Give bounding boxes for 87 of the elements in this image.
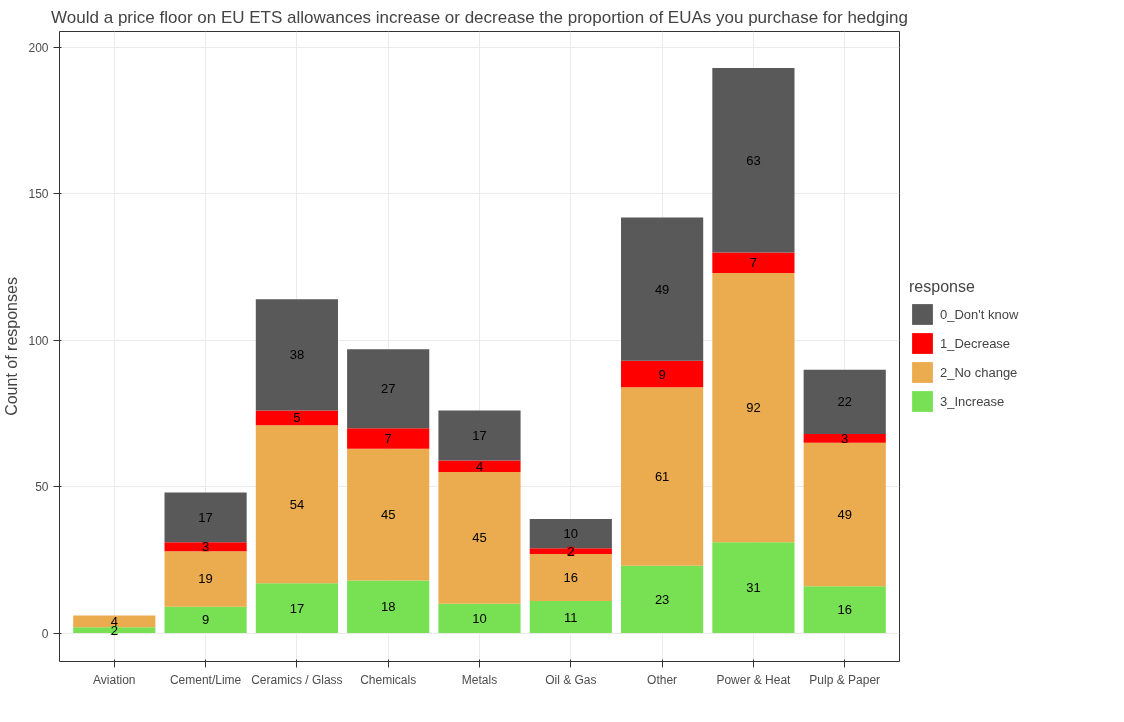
y-tick-label: 50 [35, 480, 49, 495]
legend-label: 0_Don't know [940, 306, 1019, 322]
bar [712, 68, 795, 253]
data-label: 5 [293, 410, 301, 426]
x-tick-label: Pulp & Paper [809, 672, 881, 687]
bar [529, 548, 612, 555]
legend-label: 3_Increase [940, 393, 1005, 409]
x-tick-label: Aviation [93, 672, 136, 687]
x-tick-label: Oil & Gas [545, 672, 597, 687]
bar [803, 369, 886, 435]
data-label: 31 [746, 580, 761, 596]
bar [803, 586, 886, 634]
bar [347, 428, 430, 449]
bar [164, 551, 247, 607]
data-label: 16 [837, 602, 852, 618]
bar [164, 606, 247, 634]
legend-label: 2_No change [940, 364, 1018, 380]
bar [255, 425, 338, 584]
bar [438, 410, 521, 461]
legend-title: response [909, 278, 976, 296]
bar [712, 542, 795, 634]
bar [438, 472, 521, 604]
bar [347, 349, 430, 429]
bar [73, 627, 156, 634]
bar [712, 273, 795, 543]
y-tick-label: 0 [41, 626, 49, 641]
data-label: 17 [289, 600, 305, 616]
bar [255, 410, 338, 426]
bar [347, 580, 430, 634]
data-label: 23 [654, 591, 670, 607]
data-label: 3 [201, 539, 210, 555]
data-label: 2 [567, 543, 575, 559]
x-tick-label: Metals [461, 672, 498, 687]
x-tick-label: Other [647, 672, 678, 687]
bar [621, 360, 704, 388]
bar [255, 299, 338, 411]
bar [621, 217, 704, 361]
data-label: 18 [380, 599, 396, 615]
bar [347, 448, 430, 581]
chart-title: Would a price floor on EU ETS allowances increase or decrease the proportion of EUAs you purchase for hedging [51, 7, 908, 27]
data-label: 38 [289, 347, 305, 363]
data-label: 45 [380, 507, 396, 523]
bar [438, 460, 521, 473]
bar [621, 565, 704, 634]
data-label: 19 [198, 571, 213, 587]
bar [803, 434, 886, 443]
data-label: 17 [198, 509, 213, 525]
data-label: 63 [746, 152, 761, 168]
bar [621, 387, 704, 566]
data-label: 49 [837, 507, 852, 523]
data-label: 54 [289, 496, 305, 512]
data-label: 10 [563, 526, 579, 542]
bar [529, 554, 612, 601]
legend-label: 1_Decrease [940, 335, 1011, 351]
bar [255, 583, 338, 634]
y-tick-label: 150 [28, 187, 49, 202]
data-label: 45 [472, 530, 487, 546]
data-label: 17 [472, 428, 487, 443]
y-axis-title: Count of responses [3, 277, 21, 416]
x-tick-label: Chemicals [360, 672, 417, 687]
bar [164, 492, 247, 543]
bar [712, 252, 795, 274]
x-tick-label: Ceramics / Glass [251, 672, 343, 687]
data-label: 10 [472, 610, 487, 626]
data-label: 9 [658, 366, 666, 382]
y-tick-label: 200 [28, 41, 49, 56]
data-label: 16 [563, 569, 579, 585]
x-tick-label: Cement/Lime [169, 672, 242, 687]
data-label: 49 [654, 281, 670, 297]
data-label: 7 [749, 255, 758, 271]
bar [529, 518, 612, 549]
data-label: 22 [837, 394, 852, 410]
data-label: 27 [380, 381, 396, 397]
data-label: 11 [564, 609, 578, 625]
data-label: 4 [475, 458, 484, 474]
bar [73, 615, 156, 628]
bar [803, 442, 886, 587]
bar [438, 603, 521, 634]
bar [529, 600, 612, 634]
y-tick-label: 100 [28, 333, 49, 348]
data-label: 61 [654, 468, 670, 484]
data-label: 3 [841, 430, 849, 446]
x-tick-label: Power & Heat [716, 672, 792, 687]
data-label: 92 [746, 400, 761, 416]
bar [164, 542, 247, 552]
data-label: 9 [201, 612, 210, 628]
data-label: 7 [384, 430, 392, 446]
